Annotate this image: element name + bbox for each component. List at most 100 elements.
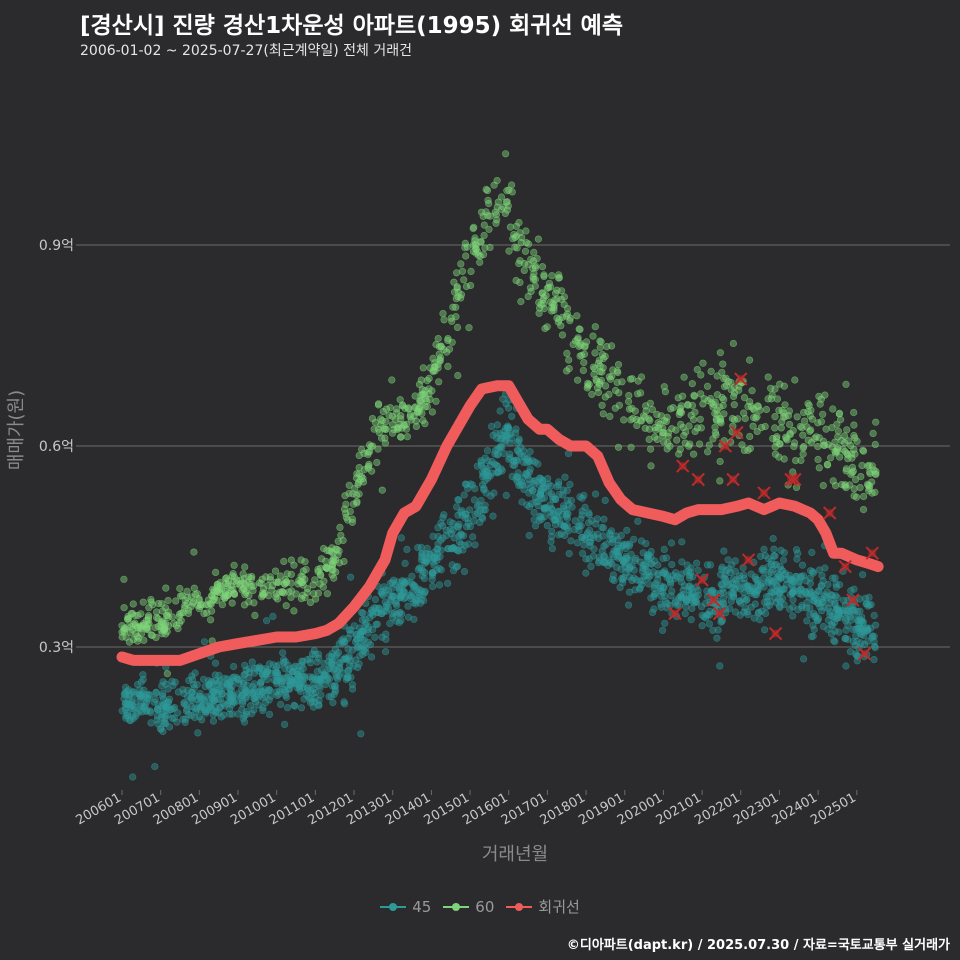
series-45-point (160, 718, 169, 726)
series-45-point (480, 486, 488, 494)
series-45-point (373, 620, 381, 628)
series-60-point (271, 567, 280, 575)
series-45-point (361, 621, 369, 629)
series-45-point (484, 457, 492, 465)
series-45-point (460, 491, 468, 499)
series-45-point (760, 598, 769, 606)
series-60-point (158, 607, 167, 615)
series-45-point (647, 547, 655, 556)
series-45-point (161, 712, 169, 720)
series-45-point (174, 688, 182, 696)
series-45-point (557, 530, 565, 538)
series-60-point (821, 391, 829, 399)
series-45-point (323, 676, 331, 685)
series-45-point (241, 661, 249, 669)
series-60-point (373, 458, 381, 467)
series-45-point (484, 472, 493, 480)
series-60-point (520, 266, 528, 275)
series-45-point (663, 599, 671, 608)
series-45-point (793, 555, 801, 563)
series-60-point (421, 403, 429, 411)
series-45-point (263, 617, 271, 625)
series-45-point (238, 691, 246, 700)
series-45-point (329, 698, 337, 707)
series-45-point (300, 695, 308, 703)
series-45-point (500, 450, 508, 458)
series-45-point (491, 450, 499, 458)
series-60-point (800, 443, 808, 451)
series-60-point (221, 594, 229, 602)
series-45-point (375, 605, 383, 613)
series-60-point (539, 296, 547, 304)
series-60-point (349, 500, 358, 508)
series-45-point (333, 650, 341, 659)
series-45-point (315, 654, 323, 662)
series-45-point (770, 545, 778, 553)
series-45-point (548, 532, 556, 541)
series-45-point (166, 723, 174, 731)
series-45-point (814, 617, 822, 625)
series-45-point (392, 617, 400, 625)
series-45-point (423, 544, 431, 553)
series-60-point (540, 271, 548, 279)
series-60-point (688, 380, 696, 388)
series-45-point (336, 659, 344, 668)
series-45-point (286, 685, 294, 693)
series-60-point (282, 602, 290, 610)
series-60-point (345, 489, 353, 497)
series-45-point (554, 508, 562, 516)
series-45-point (807, 632, 816, 641)
series-60-point (606, 412, 614, 421)
series-45-point (503, 424, 512, 432)
series-45-point (631, 556, 639, 565)
series-60-point (746, 432, 754, 441)
series-45-point (397, 592, 405, 600)
series-60-point (411, 392, 419, 400)
series-45-point (832, 580, 840, 588)
legend-item-regression[interactable]: 회귀선 (506, 896, 580, 917)
series-60-point (493, 216, 501, 224)
legend-item-60[interactable]: 60 (443, 898, 494, 916)
series-60-point (515, 259, 523, 268)
series-45-point (483, 447, 492, 455)
series-60-point (301, 575, 309, 584)
series-60-point (516, 278, 524, 287)
series-45-point (245, 689, 253, 697)
series-45-point (798, 601, 806, 610)
series-60-point (614, 368, 622, 377)
series-60-point (505, 247, 513, 255)
series-45-point (612, 563, 621, 571)
series-60-point (703, 382, 712, 390)
series-60-point (476, 258, 484, 266)
series-45-point (833, 594, 841, 602)
series-45-point (661, 619, 669, 627)
legend-item-45[interactable]: 45 (380, 898, 431, 916)
series-60-point (131, 619, 139, 627)
series-45-point (126, 692, 134, 700)
series-60-point (266, 576, 274, 584)
series-60-point (789, 427, 797, 435)
series-60-point (840, 439, 849, 447)
series-45-point (366, 641, 375, 649)
series-60-point (120, 575, 128, 583)
series-45-point (408, 572, 416, 580)
series-45-point (471, 485, 479, 493)
series-45-point (182, 707, 191, 715)
series-60-point (696, 415, 704, 423)
series-45-point (290, 701, 298, 710)
series-45-point (543, 504, 551, 512)
series-45-point (513, 473, 521, 481)
series-45-point (209, 711, 217, 719)
series-60-point (434, 335, 442, 343)
series-45-point (433, 556, 441, 564)
series-60-point (287, 570, 295, 579)
series-60-point (139, 598, 147, 606)
series-60-point (228, 572, 236, 580)
series-60-point (483, 187, 492, 195)
series-45-point (747, 603, 755, 611)
series-60-point (864, 462, 872, 470)
cancelled-marker (768, 626, 783, 641)
series-45-point (430, 548, 438, 557)
series-45-point (211, 659, 220, 667)
series-60-point (164, 613, 172, 621)
